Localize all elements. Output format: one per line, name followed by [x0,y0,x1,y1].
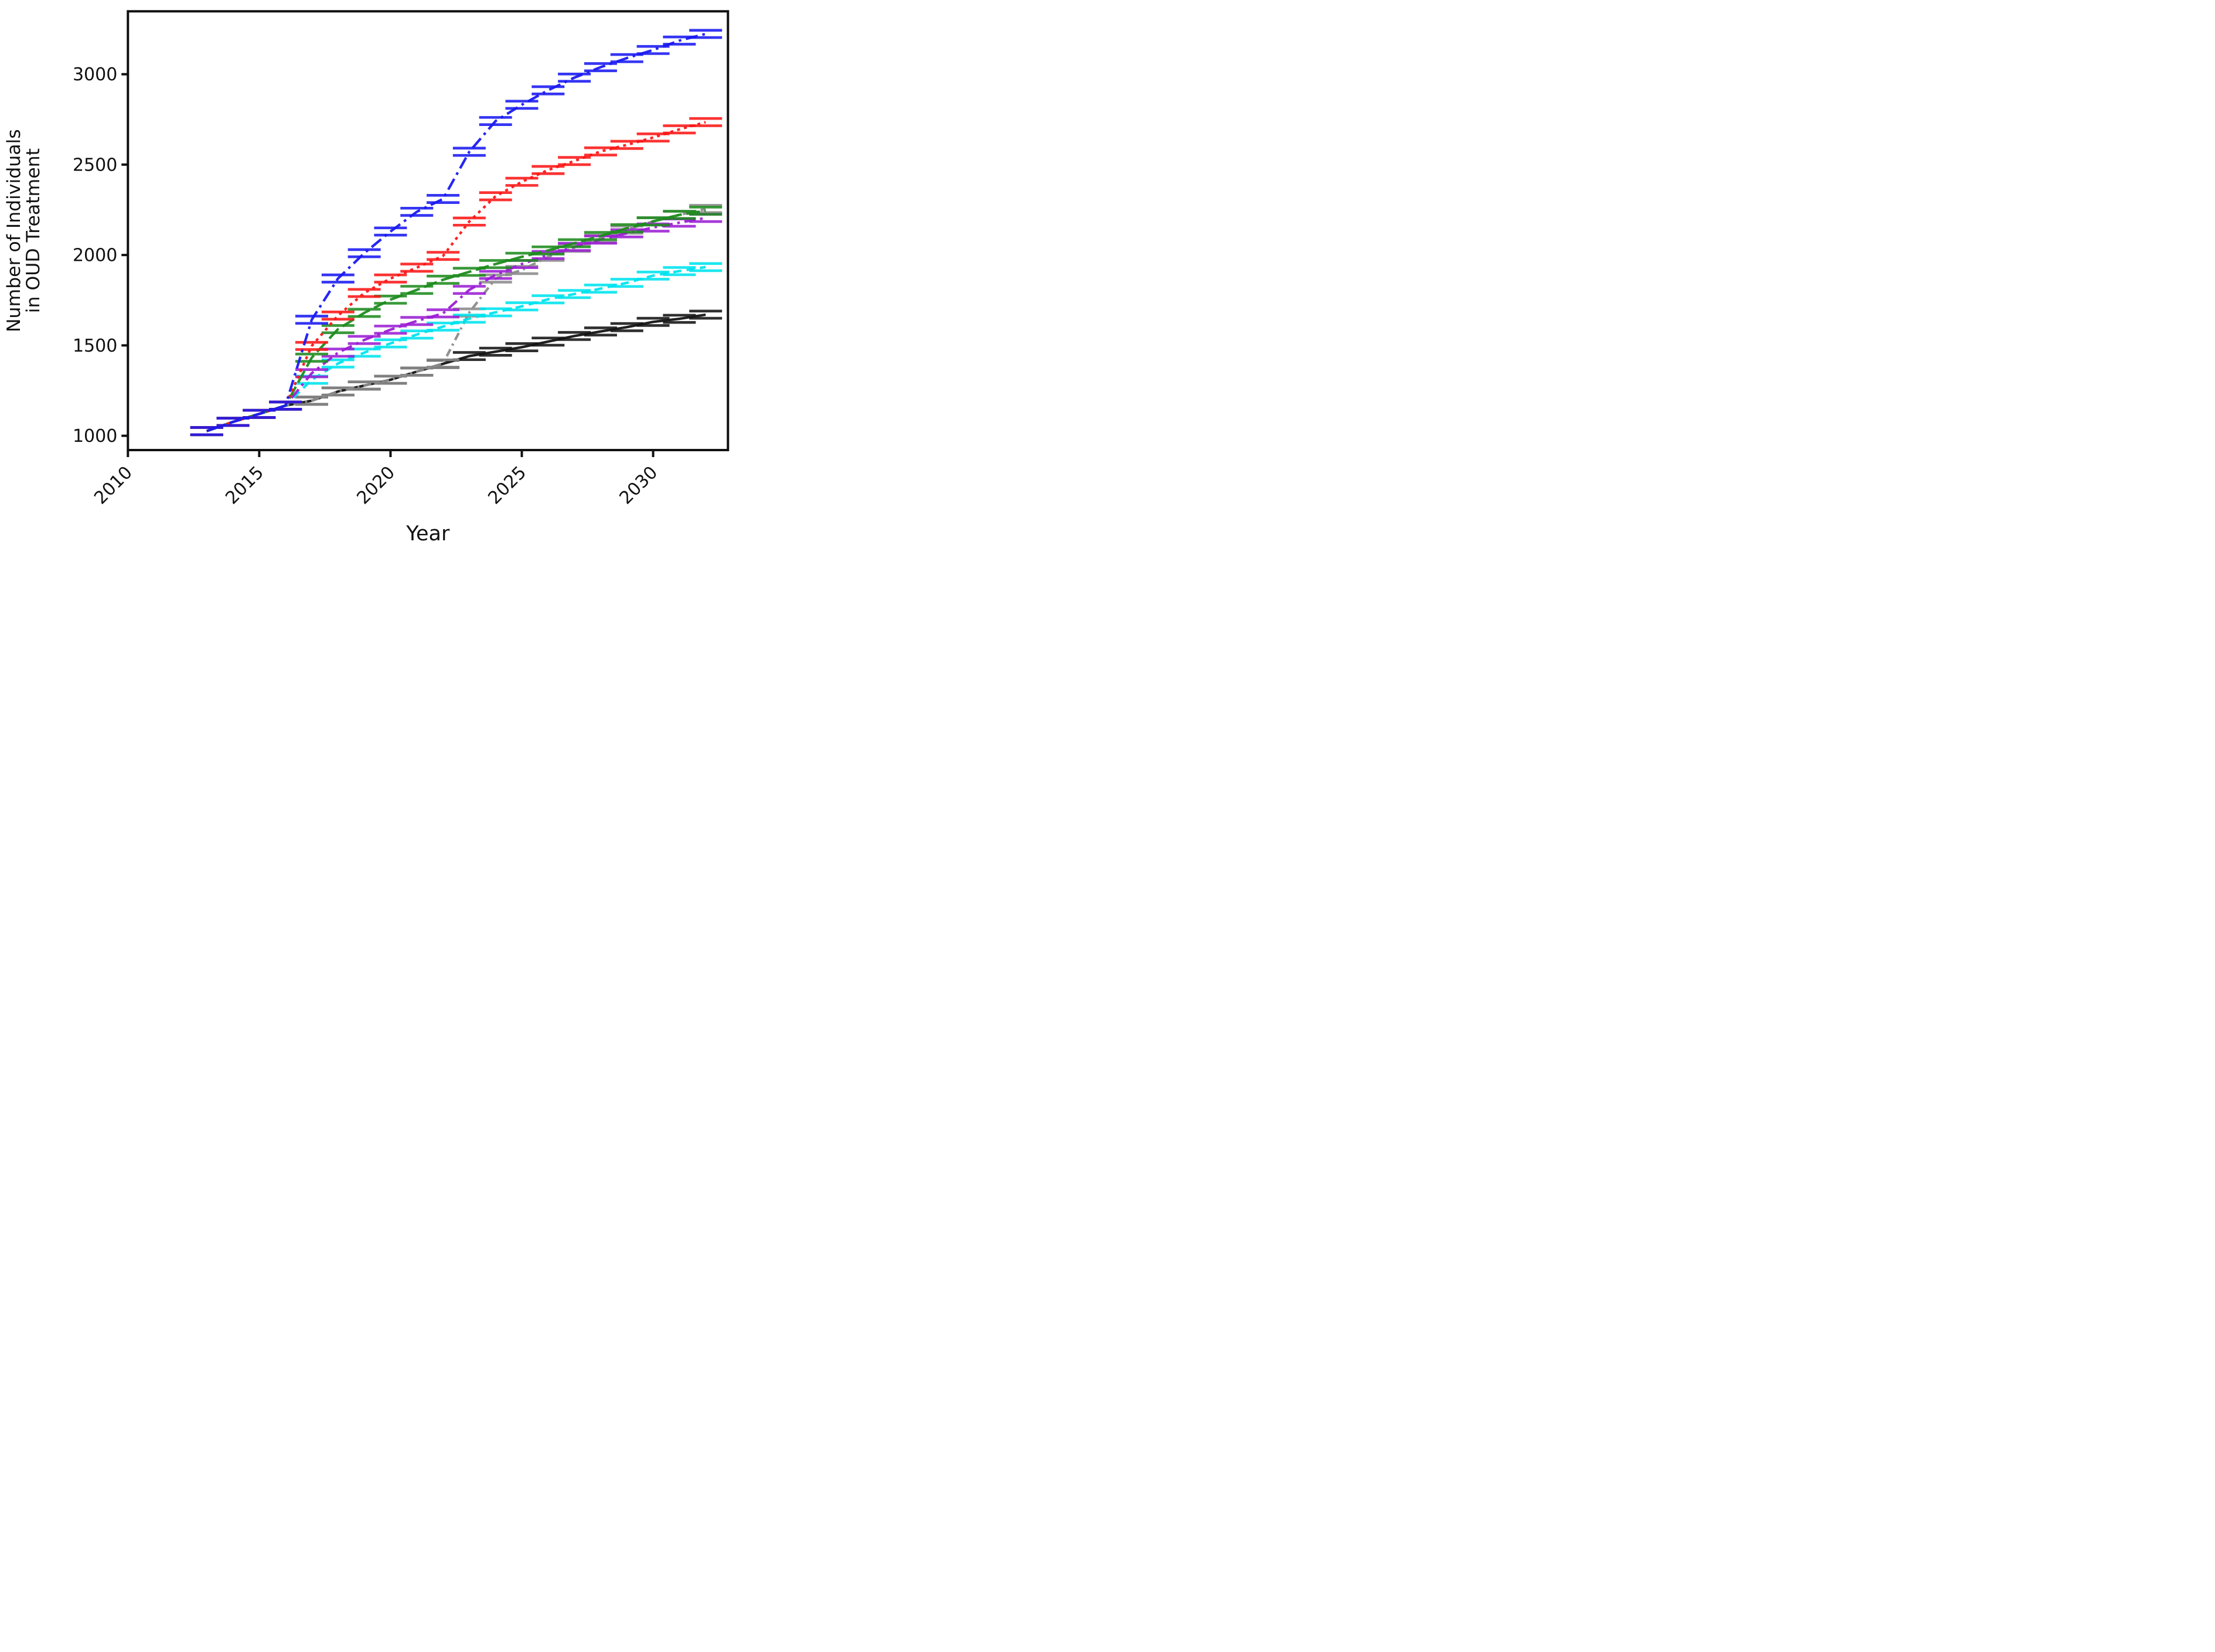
y-tick-label: 1000 [73,426,117,447]
y-tick-label: 2500 [73,155,117,175]
plot-border [127,10,730,452]
y-tick-label: 2000 [73,246,117,266]
x-tick-label: 2020 [353,462,399,509]
series-line-gray-dashdot [206,207,706,432]
y-axis-label-line1: Number of Individuals [4,129,25,332]
series-line-black-solid [206,313,706,432]
x-tick-label: 2030 [615,462,662,509]
series-line-red-dotted [206,121,706,432]
chart-canvas: 1000 1500 2000 2500 3000 2010 2015 2020 2025 2030… [4,10,730,546]
y-tick-label: 1500 [73,336,117,356]
x-tick-label: 2015 [221,462,268,509]
y-axis-label-line2: in OUD Treatment [23,148,44,313]
x-tick-label: 2010 [90,462,137,509]
series-line-purple-dashdot [206,216,706,432]
series-line-blue-dashdot [206,32,706,432]
figure: 1000 1500 2000 2500 3000 2010 2015 2020 2025 2030… [0,0,738,551]
x-axis-label: Year [405,522,450,546]
x-tick-label: 2025 [484,462,530,509]
y-tick-label: 3000 [73,64,117,85]
series-line-green-dashed [206,209,706,432]
